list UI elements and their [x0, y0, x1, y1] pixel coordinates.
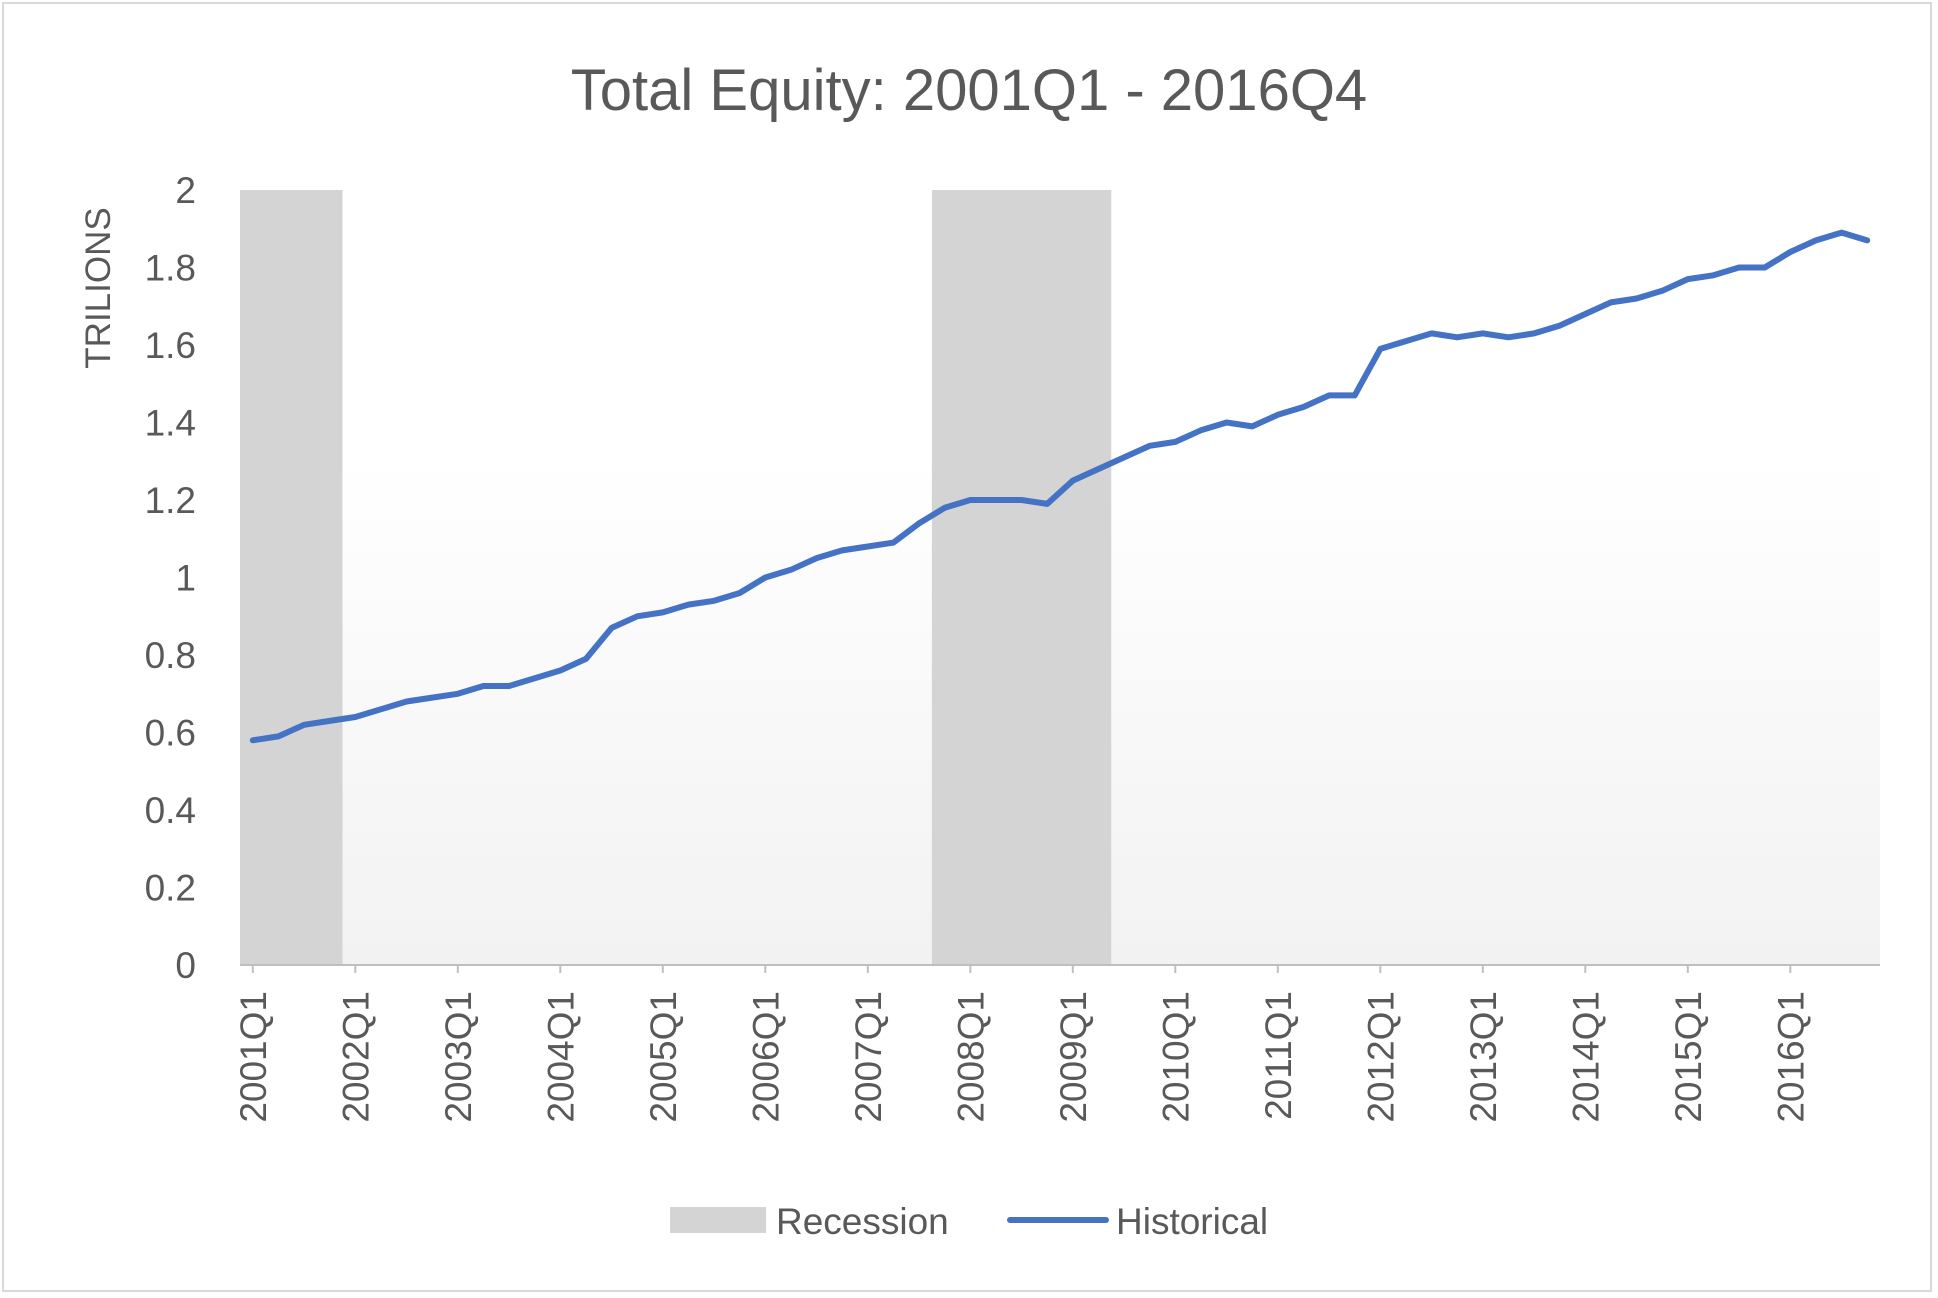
y-tick-label: 1 [175, 558, 196, 599]
chart-title: Total Equity: 2001Q1 - 2016Q4 [571, 58, 1367, 123]
x-tick-label: 2010Q1 [1155, 991, 1196, 1123]
y-axis-title: TRILIONS [79, 207, 118, 368]
x-tick-label: 2001Q1 [233, 991, 274, 1123]
x-tick-label: 2004Q1 [540, 991, 581, 1123]
y-tick-label: 2 [175, 170, 196, 211]
series-line-historical [249, 229, 1871, 744]
x-tick-label: 2005Q1 [643, 991, 684, 1123]
x-tick-label: 2009Q1 [1053, 991, 1094, 1123]
x-tick-label: 2002Q1 [335, 991, 376, 1123]
y-tick-label: 0.4 [145, 790, 196, 831]
x-tick-label: 2013Q1 [1463, 991, 1504, 1123]
x-tick-label: 2014Q1 [1565, 991, 1606, 1123]
x-tick-label: 2003Q1 [438, 991, 479, 1123]
x-tick-label: 2012Q1 [1360, 991, 1401, 1123]
x-tick-label: 2011Q1 [1258, 991, 1299, 1120]
y-tick-label: 1.6 [145, 325, 196, 366]
y-tick-label: 0.8 [145, 635, 196, 676]
y-axis-ticks: 0 0.2 0.4 0.6 0.8 1 1.2 1.4 1.6 1.8 2 [145, 170, 196, 986]
recession-band-1 [931, 190, 1112, 965]
y-tick-label: 1.2 [145, 480, 196, 521]
y-tick-label: 0.6 [145, 713, 196, 754]
recession-bands [240, 190, 1112, 965]
y-tick-label: 0 [175, 945, 196, 986]
y-tick-label: 0.2 [145, 868, 196, 909]
x-tick-label: 2016Q1 [1770, 991, 1811, 1123]
x-tick-label: 2015Q1 [1668, 991, 1709, 1123]
legend-label-recession: Recession [776, 1201, 949, 1242]
x-tick-label: 2007Q1 [848, 991, 889, 1123]
x-axis-ticks: 2001Q1 2002Q1 2003Q1 2004Q1 2005Q1 2006Q1 2007… [233, 965, 1811, 1123]
x-tick-label: 2006Q1 [745, 991, 786, 1123]
legend-swatch-recession [670, 1207, 766, 1233]
legend-label-historical: Historical [1116, 1201, 1268, 1242]
recession-band-0 [240, 190, 343, 965]
x-tick-label: 2008Q1 [950, 991, 991, 1123]
y-tick-label: 1.4 [145, 403, 196, 444]
y-tick-label: 1.8 [145, 248, 196, 289]
legend: Recession Historical [670, 1201, 1268, 1242]
